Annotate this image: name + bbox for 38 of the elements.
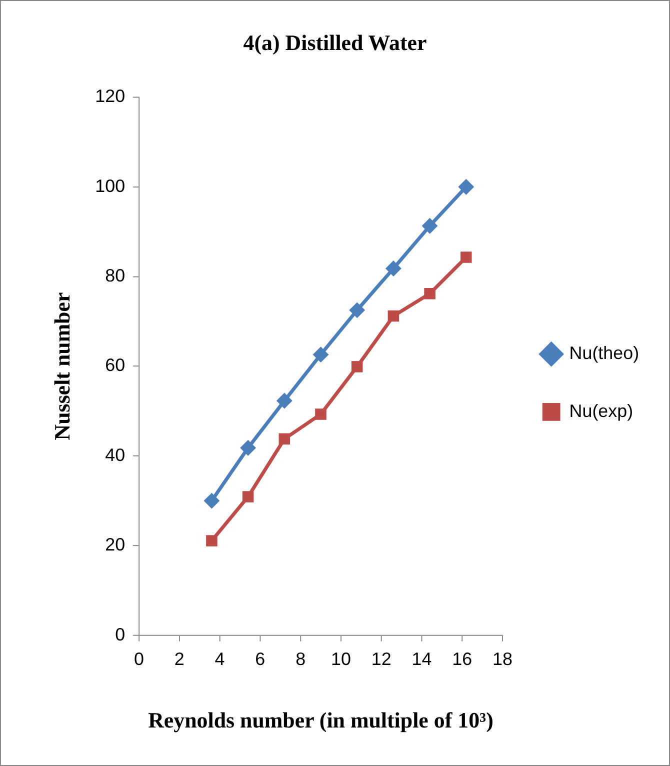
y-axis-title: Nusselt number (50, 292, 75, 440)
point (351, 361, 363, 372)
x-tick-label: 8 (296, 649, 306, 670)
y-tick-label: 20 (105, 534, 126, 555)
x-tick-label: 18 (492, 649, 512, 670)
point (240, 440, 256, 456)
x-tick-label: 16 (452, 649, 472, 670)
point (312, 346, 329, 363)
y-tick-label: 40 (105, 444, 126, 465)
y-tick-label: 100 (95, 176, 126, 196)
point (204, 492, 220, 509)
point (460, 252, 472, 263)
point (276, 392, 292, 409)
x-axis-title: Reynolds number (in multiple of 10³) (148, 708, 494, 733)
y-tick-label: 0 (115, 624, 126, 644)
point (206, 535, 218, 546)
point (422, 218, 438, 234)
point (385, 260, 402, 276)
x-tick-label: 12 (371, 649, 392, 670)
chart-title: 4(a) Distilled Water (243, 30, 427, 55)
point (388, 310, 400, 322)
legend-label: Nu(exp) (569, 400, 634, 421)
point (278, 433, 290, 445)
x-tick-label: 0 (134, 649, 144, 670)
legend-label: Nu(theo) (569, 343, 640, 364)
x-tick-label: 4 (214, 649, 225, 670)
x-tick-label: 2 (174, 649, 184, 670)
point (242, 491, 254, 502)
y-tick-label: 60 (105, 355, 126, 376)
point (349, 302, 366, 318)
y-tick-label: 120 (95, 86, 126, 106)
point (424, 288, 436, 300)
x-tick-label: 6 (255, 649, 266, 670)
y-tick-label: 80 (105, 266, 126, 286)
x-tick-label: 14 (412, 649, 432, 670)
point (458, 178, 474, 195)
point (315, 408, 326, 420)
x-tick-label: 10 (330, 649, 351, 670)
